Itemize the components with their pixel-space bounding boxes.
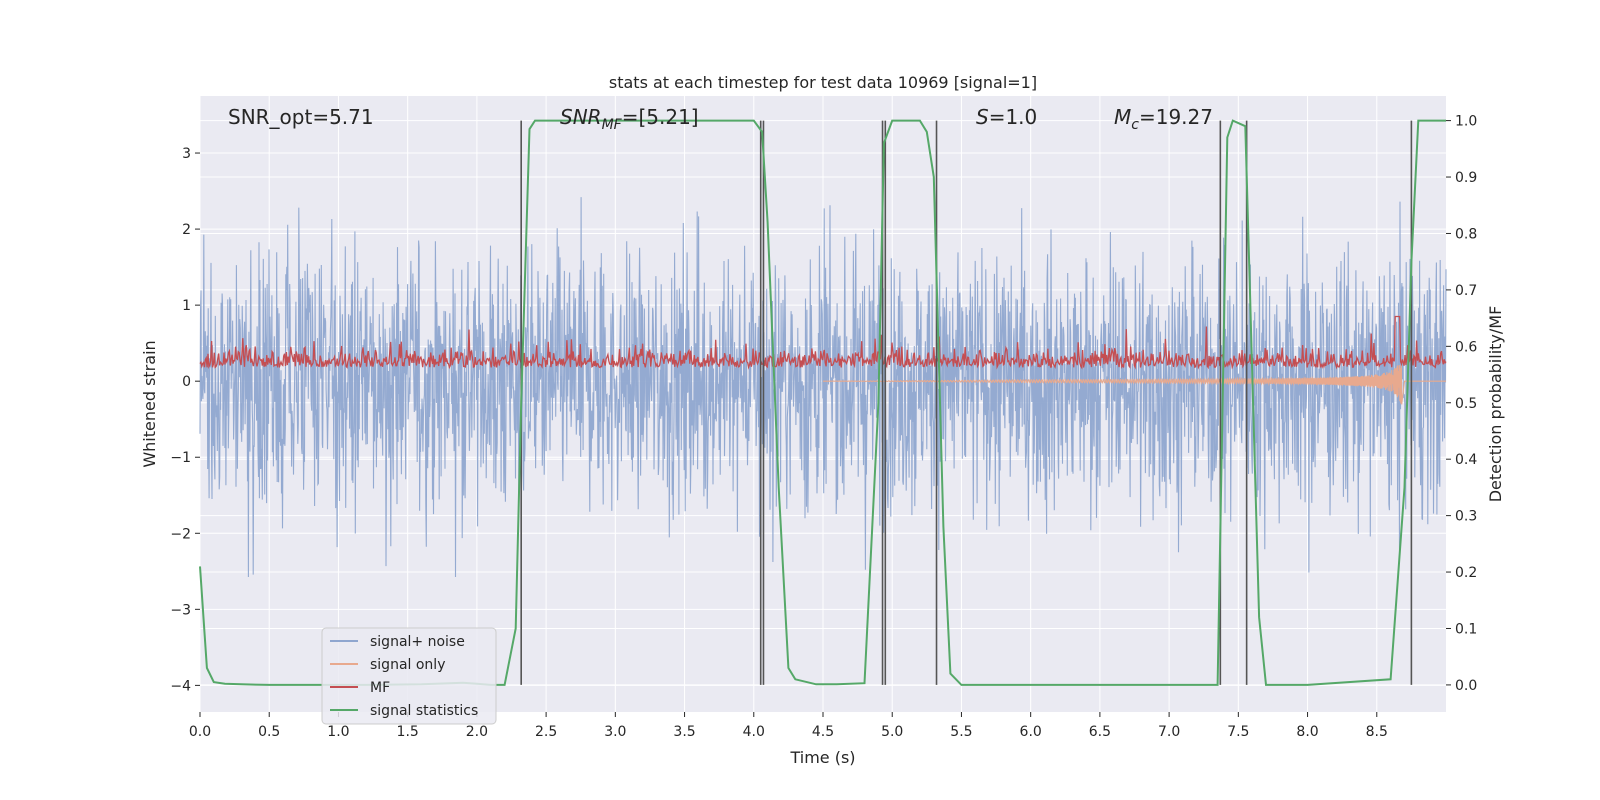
x-tick-label: 7.5 [1227,724,1249,740]
x-tick-label: 0.0 [189,724,211,740]
y-right-tick-label: 0.7 [1455,283,1477,299]
y-right-tick-label: 0.0 [1455,678,1477,694]
x-tick-label: 0.5 [258,724,280,740]
y-right-tick-label: 0.8 [1455,226,1477,242]
x-tick-label: 2.0 [466,724,488,740]
y-right-tick-label: 1.0 [1455,114,1477,130]
y-right-tick-label: 0.5 [1455,396,1477,412]
mf-line [199,315,1447,370]
chart-title: stats at each timestep for test data 109… [609,73,1037,92]
y-tick-label: 3 [182,146,191,162]
x-tick-label: 5.0 [881,724,903,740]
y-right-axis-label: Detection probability/MF [1486,306,1505,503]
x-tick-label: 3.5 [673,724,695,740]
y-right-tick-label: 0.9 [1455,170,1477,186]
y-right-tick-label: 0.6 [1455,339,1477,355]
annotation-s: S=1.0 [976,105,1037,129]
x-tick-label: 4.5 [812,724,834,740]
legend: signal+ noise signal only MF signal stat… [321,627,497,725]
y-tick-label: −4 [170,678,191,694]
signal-noise-series [199,197,1447,578]
y-right-tick-label: 0.4 [1455,452,1477,468]
mf-series [199,315,1447,370]
y-tick-label: −3 [170,602,191,618]
x-tick-label: 2.5 [535,724,557,740]
annotation-snr-opt: SNR_opt=5.71 [228,105,374,129]
y-tick-label: −1 [170,450,191,466]
y-tick-label: 0 [182,374,191,390]
legend-label-signal-noise: signal+ noise [370,634,465,650]
axis-ticks: 0.0 0.5 1.0 1.5 2.0 2.5 3.0 3.5 4.0 4.5 5.0 5.5 6.0 6… [170,114,1477,740]
x-axis-label: Time (s) [789,748,855,767]
y-right-tick-label: 0.3 [1455,509,1477,525]
legend-label-signal-statistics: signal statistics [370,703,478,719]
y-right-tick-label: 0.2 [1455,565,1477,581]
legend-label-signal-only: signal only [370,657,445,673]
y-right-tick-label: 0.1 [1455,621,1477,637]
annotation-mc: Mc=19.27 [1114,105,1213,133]
x-tick-label: 7.0 [1158,724,1180,740]
x-tick-label: 6.0 [1020,724,1042,740]
y-tick-label: 2 [182,222,191,238]
x-tick-label: 1.0 [327,724,349,740]
y-tick-label: 1 [182,298,191,314]
legend-label-mf: MF [370,680,390,696]
legend-box [321,627,497,725]
x-tick-label: 8.5 [1366,724,1388,740]
x-tick-label: 4.0 [743,724,765,740]
y-tick-label: −2 [170,526,191,542]
signal-only-line [823,364,1446,405]
signal-only-series [823,364,1446,405]
y-axis-label: Whitened strain [140,340,159,467]
x-tick-label: 1.5 [397,724,419,740]
x-tick-label: 6.5 [1089,724,1111,740]
x-tick-label: 5.5 [950,724,972,740]
annotation-snr-mf: SNRMF=[5.21] [560,105,699,133]
x-tick-label: 8.0 [1296,724,1318,740]
signal-noise-line [199,197,1447,578]
x-tick-label: 3.0 [604,724,626,740]
